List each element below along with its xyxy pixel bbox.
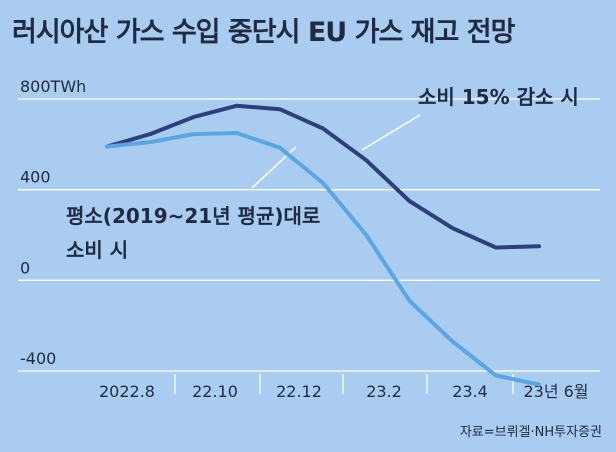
series-line	[105, 131, 541, 387]
y-tick-label: 0	[20, 258, 30, 277]
annotation-leader-line	[361, 114, 421, 151]
source-note: 자료=브뤼겔·NH투자증권	[459, 425, 602, 440]
series-line	[105, 103, 541, 250]
x-tick-label: 23.2	[366, 382, 402, 401]
y-tick-label: 800TWh	[20, 77, 86, 96]
y-tick-label: -400	[20, 349, 56, 368]
x-tick-label: 2022.8	[99, 382, 155, 401]
annotation-label: 평소(2019~21년 평균)대로	[66, 204, 320, 228]
y-tick-label: 400	[20, 168, 51, 187]
x-tick-label: 22.12	[276, 382, 322, 401]
annotation-label: 소비 시	[66, 238, 128, 262]
annotation-label: 소비 15% 감소 시	[418, 85, 579, 109]
x-tick-label: 23.4	[452, 382, 488, 401]
x-tick-label: 23년 6월	[523, 382, 588, 401]
chart-title: 러시아산 가스 수입 중단시 EU 가스 재고 전망	[12, 17, 515, 48]
x-tick-label: 22.10	[192, 382, 238, 401]
